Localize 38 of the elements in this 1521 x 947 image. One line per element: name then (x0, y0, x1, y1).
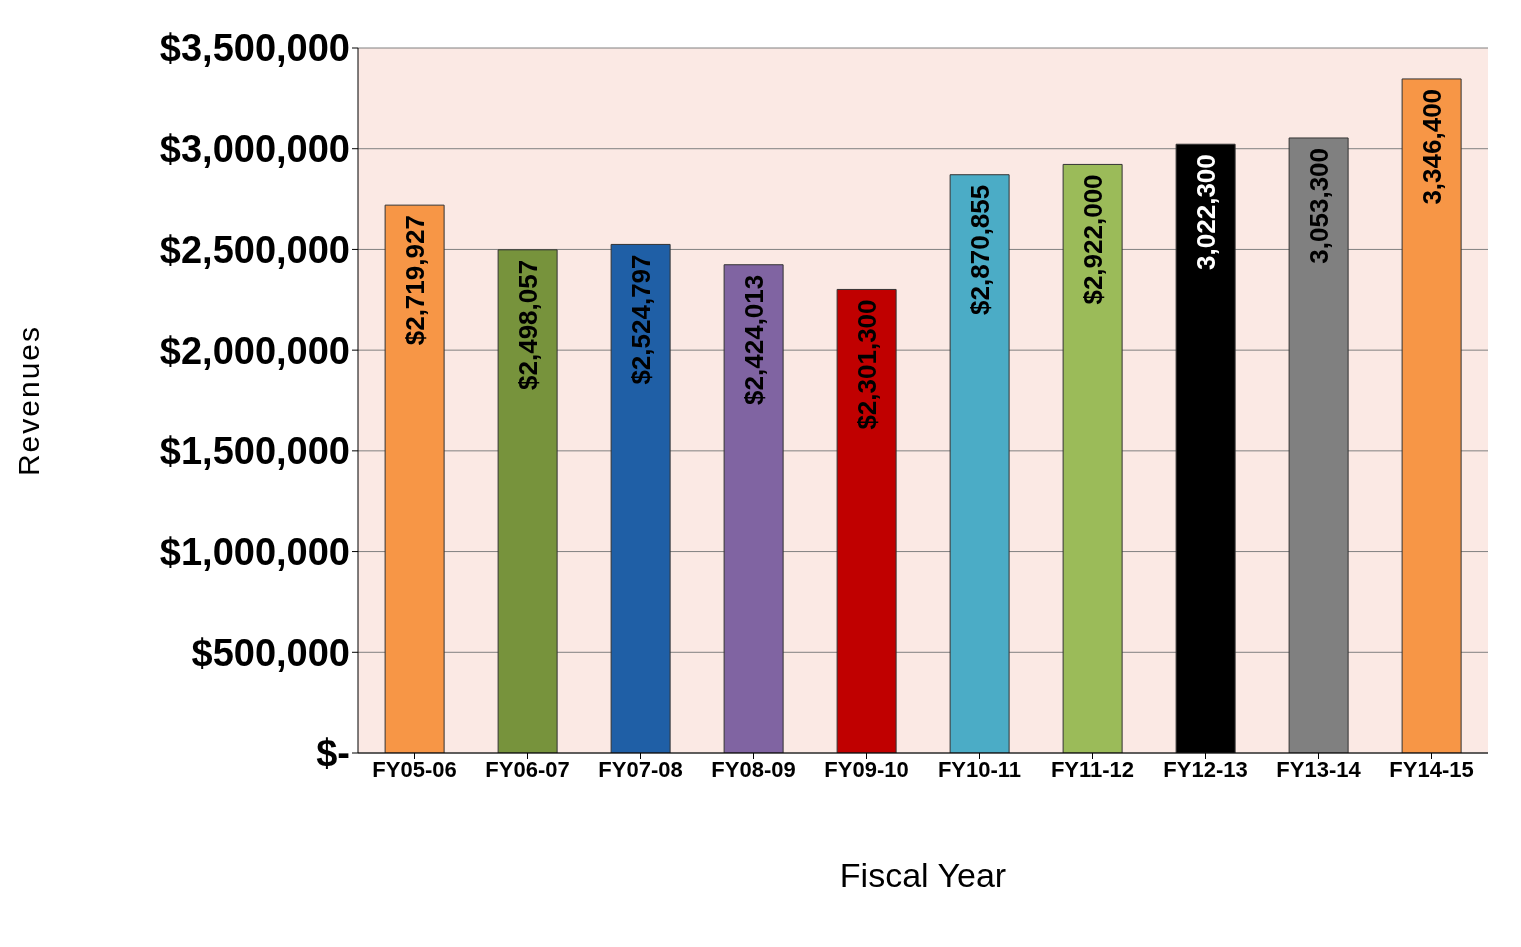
data-label: $2,719,927 (399, 215, 430, 346)
x-tick-label: FY06-07 (485, 756, 570, 782)
y-tick-label: $2,500,000 (159, 228, 350, 271)
data-label: 3,346,400 (1416, 88, 1447, 205)
x-tick-label: FY12-13 (1163, 756, 1248, 782)
bar (1401, 78, 1462, 753)
y-axis-title: Revenues (11, 324, 45, 477)
x-tick-label: FY10-11 (937, 756, 1022, 782)
y-tick-label: $- (316, 732, 350, 775)
data-label: $2,498,057 (512, 259, 543, 390)
data-label: $2,424,013 (738, 274, 769, 405)
bar (1062, 163, 1123, 753)
data-label: $2,922,000 (1077, 174, 1108, 305)
x-tick-label: FY09-10 (824, 756, 909, 782)
data-label: $2,870,855 (964, 184, 995, 315)
data-label: 3,022,300 (1190, 154, 1221, 270)
bar (836, 288, 897, 753)
y-tick-label: $3,000,000 (159, 128, 350, 171)
y-tick-label: $2,000,000 (159, 329, 350, 372)
y-tick-label: $1,000,000 (159, 531, 350, 574)
x-tick-label: FY07-08 (598, 756, 683, 782)
data-label: $2,524,797 (625, 254, 656, 385)
bar (949, 174, 1010, 753)
x-axis-title: Fiscal Year (839, 856, 1007, 895)
y-tick-label: $500,000 (191, 631, 350, 674)
y-tick-label: $3,500,000 (159, 27, 350, 70)
bar (610, 243, 671, 753)
data-label: $2,301,300 (851, 299, 882, 430)
y-tick-label: $1,500,000 (159, 430, 350, 473)
x-tick-label: FY11-12 (1050, 756, 1135, 782)
bar (384, 204, 445, 753)
bar (497, 249, 558, 753)
data-label: 3,053,300 (1303, 147, 1334, 264)
x-tick-label: FY13-14 (1276, 756, 1362, 782)
x-tick-label: FY14-15 (1389, 756, 1474, 782)
x-tick-label: FY08-09 (711, 756, 796, 782)
bar (723, 264, 784, 753)
x-tick-label: FY05-06 (372, 756, 457, 782)
